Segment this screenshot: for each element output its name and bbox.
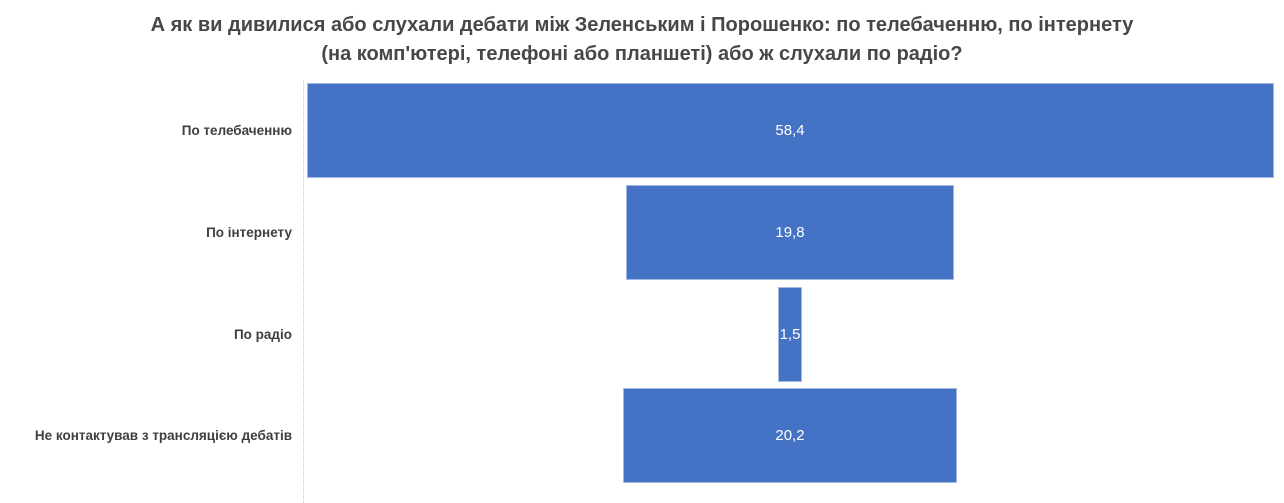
- category-label: Не контактував з трансляцією дебатів: [34, 428, 292, 444]
- chart-title-line-1: А як ви дивилися або слухали дебати між …: [150, 14, 1134, 36]
- chart-title-line-2: (на комп'ютері, телефоні або планшеті) а…: [321, 43, 963, 65]
- bar-row: Не контактував з трансляцією дебатів 20,2: [0, 388, 1284, 484]
- bar-row: По телебаченню 58,4: [0, 83, 1284, 178]
- value-label: 19,8: [775, 223, 805, 241]
- chart-title: А як ви дивилися або слухали дебати між …: [0, 11, 1284, 69]
- value-label: 58,4: [775, 122, 805, 139]
- category-label: По телебаченню: [181, 123, 292, 138]
- category-axis-line: [303, 80, 304, 503]
- value-label: 20,2: [775, 427, 805, 445]
- funnel-bar: 19,8: [626, 184, 954, 280]
- category-label: По радіо: [233, 326, 292, 342]
- bar-row: По радіо 1,5: [0, 286, 1284, 382]
- funnel-bar: 58,4: [306, 83, 1274, 178]
- value-label: 1,5: [779, 325, 801, 343]
- funnel-bar: 20,2: [622, 388, 958, 484]
- funnel-bar: 1,5: [777, 286, 803, 382]
- bar-row: По інтернету 19,8: [0, 184, 1284, 280]
- category-label: По інтернету: [206, 224, 292, 240]
